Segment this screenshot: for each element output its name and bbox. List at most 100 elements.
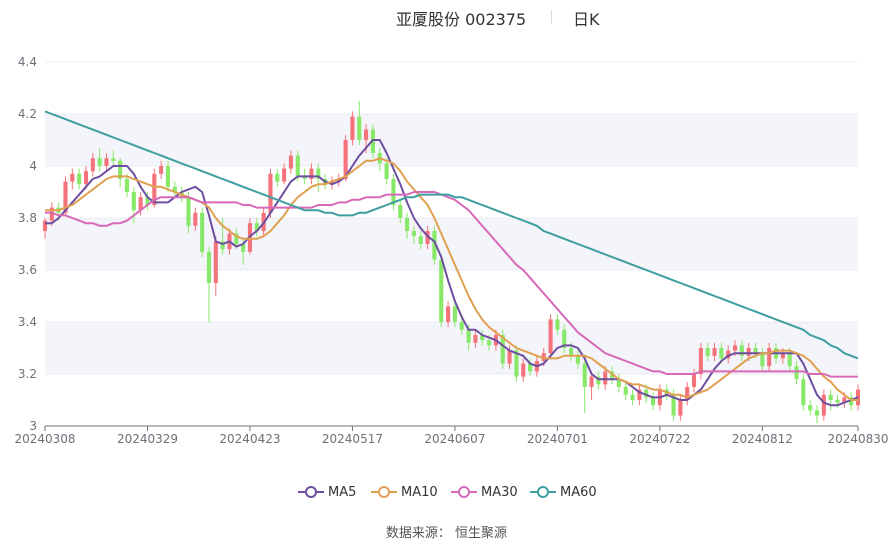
candle-body [569, 348, 574, 356]
candle-body [288, 155, 293, 169]
candle-body [644, 389, 649, 398]
y-tick-label: 3.2 [18, 367, 37, 381]
candle-body [83, 171, 89, 185]
y-tick-label: 3 [29, 419, 37, 433]
candle-body [111, 158, 116, 161]
candle-body [165, 166, 171, 187]
candle-body [685, 387, 690, 400]
y-tick-label: 3.4 [18, 315, 37, 329]
candle-body [794, 366, 799, 380]
chart-title: 亚厦股份 002375 日K [0, 6, 893, 30]
y-tick-label: 3.8 [18, 211, 37, 225]
candle-body [131, 192, 136, 211]
legend-label-ma10: MA10 [401, 484, 438, 500]
candle-body [70, 173, 75, 182]
candle-body [610, 371, 615, 380]
candle-body [302, 176, 307, 179]
candle-body [514, 350, 519, 377]
ma-line-ma10 [45, 157, 858, 401]
candle-body [623, 387, 628, 395]
legend-label-ma5: MA5 [328, 484, 357, 500]
candle-body [705, 348, 710, 356]
candle-body [200, 212, 205, 252]
ma-line-ma30 [45, 191, 858, 378]
candle-body [439, 259, 444, 322]
candle-body [548, 319, 553, 354]
candle-body [596, 376, 601, 385]
legend-marker-ma30 [451, 486, 477, 498]
candle-body [220, 241, 225, 250]
candle-body [678, 400, 683, 416]
legend-item-ma10[interactable]: MA10 [371, 482, 438, 502]
candle-body [159, 166, 164, 174]
candle-body [446, 306, 451, 322]
candle-body [671, 394, 676, 416]
candle-body [849, 397, 854, 406]
candle-body [357, 116, 362, 140]
candle-body [760, 353, 765, 367]
x-tick-label: 20240308 [14, 432, 75, 446]
data-source: 数据来源： 恒生聚源 [385, 526, 508, 541]
candle-body [712, 348, 717, 356]
title-divider [551, 10, 552, 24]
ma-line-ma5 [45, 139, 859, 407]
candle-body [268, 173, 273, 213]
legend-marker-ma60 [530, 486, 556, 498]
legend-item-ma30[interactable]: MA30 [451, 482, 518, 502]
candle-body [63, 181, 68, 213]
candle-body [398, 205, 403, 218]
candle-body [329, 181, 334, 185]
candle-body [124, 179, 130, 192]
y-tick-label: 4 [29, 159, 37, 173]
x-tick-label: 20240607 [424, 432, 485, 446]
candle-body [97, 158, 102, 166]
candle-body [42, 220, 48, 231]
legend-marker-ma10 [371, 486, 397, 498]
y-tick-label: 3.6 [18, 263, 37, 277]
y-tick-label: 4.4 [18, 55, 37, 69]
candle-body [206, 251, 212, 283]
candle-body [336, 179, 341, 182]
candle-body [480, 335, 485, 341]
x-tick-label: 20240517 [322, 432, 383, 446]
candle-body [616, 379, 621, 387]
candle-body [780, 353, 785, 359]
candle-body [473, 335, 478, 343]
candle-body [541, 353, 546, 361]
candle-body [719, 348, 724, 359]
candle-body [234, 233, 239, 244]
legend-label-ma30: MA30 [481, 484, 518, 500]
candle-body [452, 306, 457, 322]
grid-band [45, 114, 858, 166]
legend-item-ma60[interactable]: MA60 [530, 482, 597, 502]
candle-body [466, 329, 471, 343]
candle-body [459, 322, 464, 330]
candle-body [145, 197, 150, 205]
candle-body [254, 223, 259, 231]
candle-body [562, 329, 567, 348]
candle-body [49, 207, 54, 221]
candle-body [364, 129, 369, 140]
candle-body [732, 345, 738, 351]
legend: MA5 MA10 MA30 MA60 [0, 482, 893, 502]
candle-body [391, 179, 396, 205]
x-tick-label: 20240423 [219, 432, 280, 446]
candle-body [213, 241, 218, 283]
candle-body [487, 340, 492, 346]
stock-name-code: 亚厦股份 002375 [396, 10, 527, 29]
candle-body [193, 212, 198, 226]
candle-body [808, 405, 813, 411]
candle-body [282, 168, 287, 182]
candle-body [528, 363, 533, 372]
candle-body [186, 197, 191, 226]
legend-item-ma5[interactable]: MA5 [298, 482, 356, 502]
candle-body [589, 376, 594, 387]
candle-body [138, 197, 143, 211]
candle-body [241, 244, 246, 252]
grid-band [45, 218, 858, 270]
candle-body [384, 163, 389, 179]
candle-body [90, 158, 95, 172]
candle-body [637, 389, 642, 400]
x-tick-label: 20240329 [117, 432, 178, 446]
candle-body [726, 350, 731, 359]
